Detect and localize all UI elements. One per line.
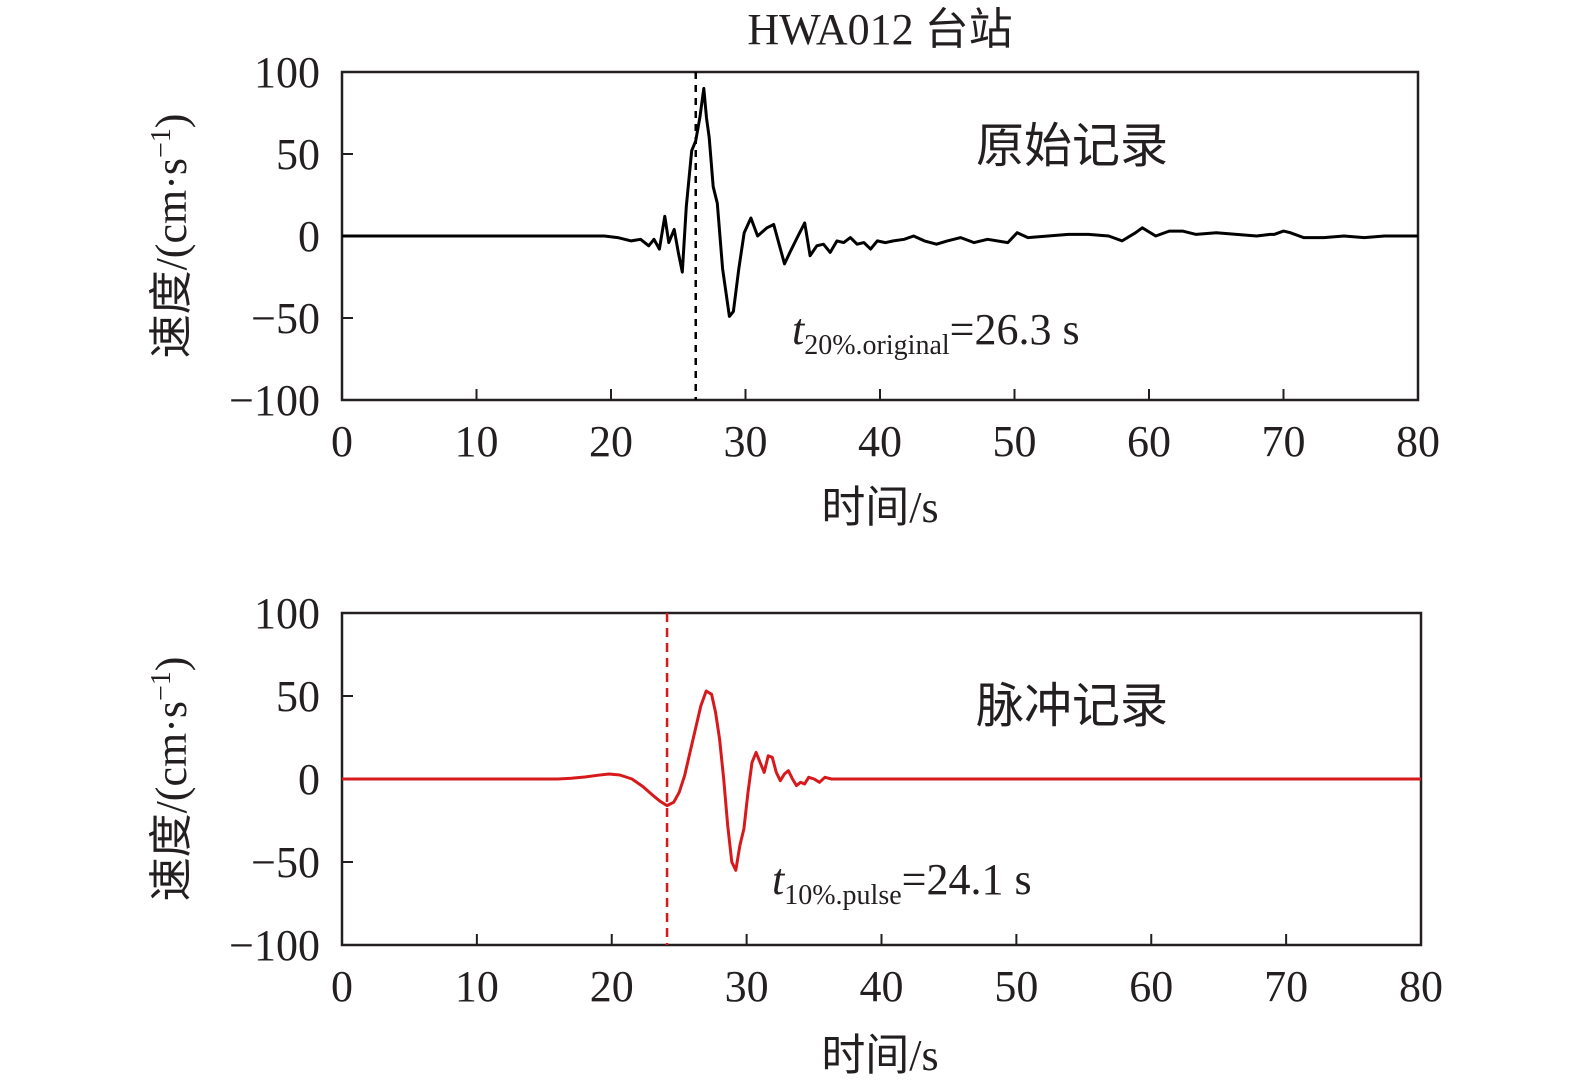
axis-ticks: 0 10 20 30 40 50 60 70 80 100 50 0 −50 −100 [229,589,1443,1011]
x-tick-label: 20 [590,962,634,1011]
x-tick-label: 20 [589,417,633,466]
x-tick-label: 30 [725,962,769,1011]
marker-label-symbol: t [772,855,786,904]
x-tick-label: 70 [1262,417,1306,466]
y-tick-label: −50 [251,294,320,343]
y-tick-label: 50 [276,130,320,179]
y-tick-label: −100 [229,921,320,970]
x-axis-label: 时间/s [821,483,938,532]
y-axis-label: 速度/(cm·s−1) [146,657,196,902]
y-axis-label-close: ) [147,657,196,672]
marker-label-subscript: 20%.original [804,330,950,361]
marker-label-subscript: 10%.pulse [784,880,901,911]
x-axis-label: 时间/s [821,1031,938,1080]
x-tick-label: 60 [1129,962,1173,1011]
x-tick-label: 30 [724,417,768,466]
x-tick-label: 50 [994,962,1038,1011]
x-tick-label: 0 [331,417,353,466]
panel-annotation: 脉冲记录 [976,680,1168,733]
y-axis-label: 速度/(cm·s−1) [146,114,196,359]
y-axis-label-main: 速度/(cm·s [147,158,196,358]
y-axis-label-close: ) [147,114,196,129]
y-tick-label: 0 [298,212,320,261]
y-axis-label-exponent: −1 [146,128,177,158]
y-tick-label: −100 [229,376,320,425]
x-tick-label: 10 [455,962,499,1011]
marker-label-value: =24.1 s [902,855,1032,904]
axis-ticks: 0 10 20 30 40 50 60 70 80 100 50 0 −50 −100 [229,48,1440,466]
chart-pulse-record: 0 10 20 30 40 50 60 70 80 100 50 0 −50 −100 脉冲记录 t10%… [146,589,1443,1080]
marker-label: t10%.pulse=24.1 s [772,855,1032,911]
y-tick-label: 50 [276,672,320,721]
x-tick-label: 80 [1396,417,1440,466]
y-axis-label-exponent: −1 [146,671,177,701]
x-tick-label: 10 [455,417,499,466]
x-tick-label: 0 [331,962,353,1011]
x-tick-label: 50 [993,417,1037,466]
x-tick-label: 40 [858,417,902,466]
x-tick-label: 70 [1264,962,1308,1011]
series-line-original [342,86,1418,318]
marker-label-value: =26.3 s [950,305,1080,354]
figure-title: HWA012 台站 [747,5,1012,54]
y-tick-label: 100 [254,589,320,638]
y-tick-label: 100 [254,48,320,97]
marker-label-symbol: t [792,305,806,354]
chart-original-record: 0 10 20 30 40 50 60 70 80 100 50 0 −50 −100 原始记录 t20%… [146,48,1440,532]
y-tick-label: −50 [251,838,320,887]
x-tick-label: 40 [860,962,904,1011]
y-axis-label-main: 速度/(cm·s [147,701,196,901]
marker-label: t20%.original=26.3 s [792,305,1080,361]
y-tick-label: 0 [298,755,320,804]
x-tick-label: 60 [1127,417,1171,466]
panel-annotation: 原始记录 [976,120,1168,173]
x-tick-label: 80 [1399,962,1443,1011]
series-line-pulse [342,689,1421,872]
